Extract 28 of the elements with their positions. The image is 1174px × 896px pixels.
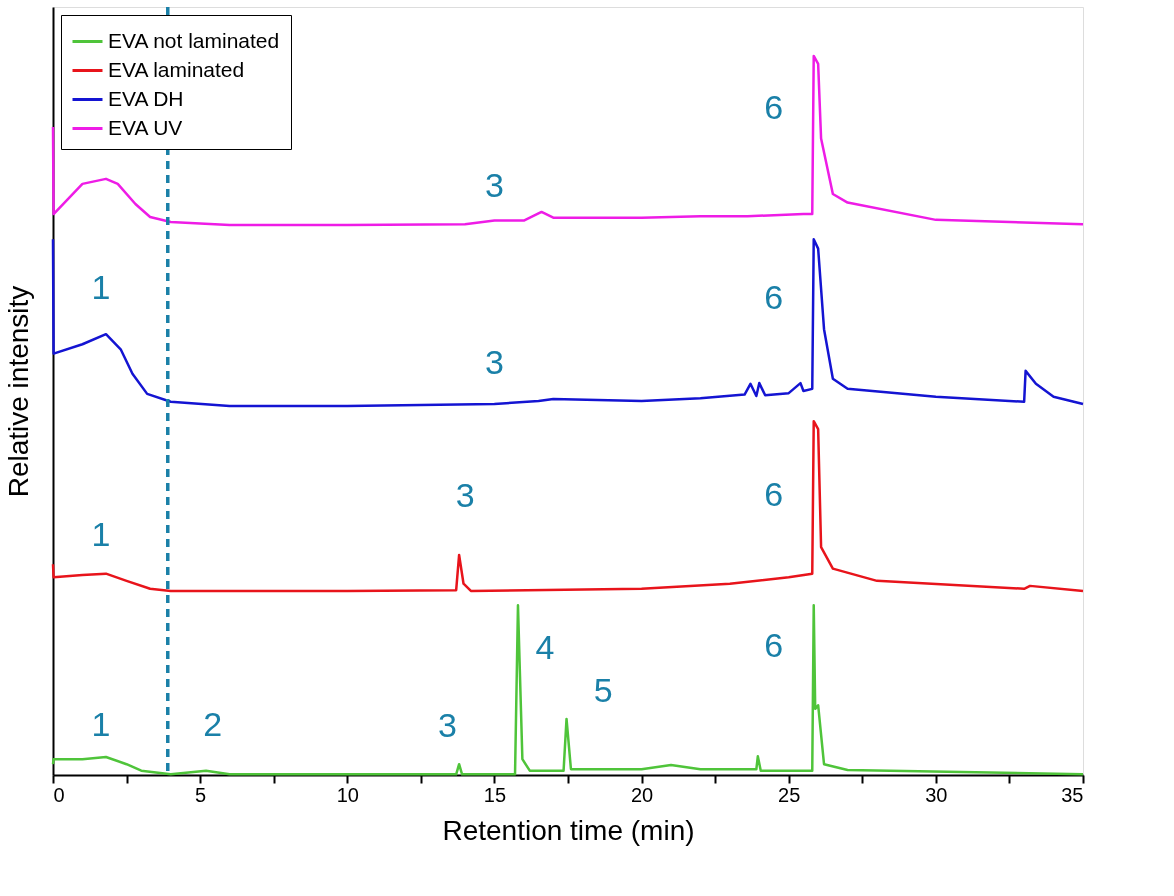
- annotation: 1: [91, 515, 111, 554]
- annotation: 3: [437, 706, 457, 745]
- annotation: 3: [484, 165, 504, 204]
- annotation: 3: [455, 475, 475, 514]
- annotation: 3: [484, 342, 504, 381]
- x-tick-label: 0: [53, 783, 65, 806]
- annotation: 1: [91, 268, 111, 307]
- x-tick-label: 10: [336, 783, 359, 806]
- annotation: 5: [593, 671, 613, 710]
- x-tick-label: 35: [1061, 783, 1084, 806]
- x-tick-label: 25: [778, 783, 801, 806]
- y-axis-title: Relative intensity: [2, 285, 34, 498]
- x-tick-label: 15: [483, 783, 507, 806]
- legend-label: EVA laminated: [108, 57, 245, 81]
- annotation: 6: [764, 278, 784, 317]
- x-tick-label: 20: [630, 783, 654, 806]
- annotation: 6: [764, 87, 784, 126]
- annotation: 4: [535, 628, 555, 667]
- annotation: 2: [203, 705, 223, 744]
- x-tick-label: 30: [925, 783, 948, 806]
- legend-label: EVA DH: [108, 86, 184, 110]
- x-axis-title: Retention time (min): [442, 814, 695, 846]
- annotation: 1: [91, 704, 111, 743]
- annotation: 6: [764, 475, 784, 514]
- legend-label: EVA UV: [108, 115, 183, 139]
- annotation: 6: [764, 626, 784, 665]
- x-tick-label: 5: [195, 783, 207, 806]
- legend-label: EVA not laminated: [108, 28, 280, 52]
